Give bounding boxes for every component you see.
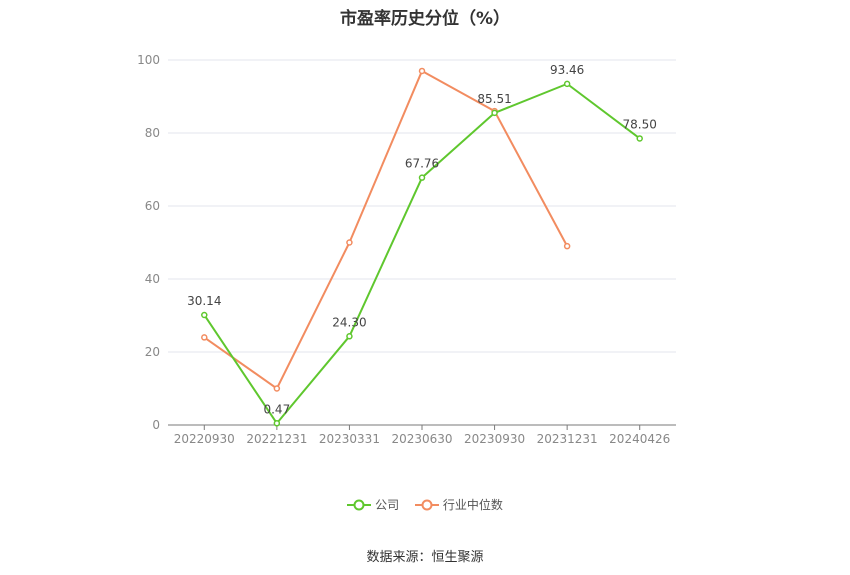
series-group bbox=[201, 67, 643, 427]
data-source-note: 数据来源：恒生聚源 bbox=[366, 550, 484, 565]
y-axis: 0 20 40 60 80 100 bbox=[137, 53, 160, 432]
series-line-company bbox=[203, 82, 641, 425]
data-label: 24.30 bbox=[332, 315, 366, 329]
legend-item-company[interactable]: 公司 bbox=[347, 496, 399, 513]
legend-line-circle-icon bbox=[414, 499, 439, 510]
x-tick-label: 20230930 bbox=[464, 432, 525, 446]
legend: 公司 行业中位数 bbox=[0, 496, 850, 514]
y-tick-label: 100 bbox=[137, 53, 160, 67]
data-labels: 30.14 0.47 24.30 67.76 85.51 93.46 78.50 bbox=[187, 63, 657, 416]
data-point-industry-median bbox=[346, 239, 353, 246]
x-tick-label: 20230630 bbox=[391, 432, 452, 446]
data-label: 93.46 bbox=[550, 63, 584, 77]
legend-label-company: 公司 bbox=[375, 498, 400, 512]
data-point-company bbox=[491, 109, 498, 117]
x-tick-label: 20240426 bbox=[609, 432, 670, 446]
data-point-industry-median bbox=[201, 334, 208, 341]
data-label: 0.47 bbox=[263, 402, 290, 416]
data-point-company bbox=[346, 333, 353, 340]
data-point-industry-median bbox=[418, 67, 426, 75]
y-tick-label: 80 bbox=[145, 126, 160, 140]
data-point-company bbox=[201, 311, 208, 319]
chart-title: 市盈率历史分位（%） bbox=[339, 9, 511, 29]
legend-swatch-circle bbox=[421, 499, 433, 510]
legend-line-circle-icon bbox=[347, 499, 372, 510]
legend-label-industry-median: 行业中位数 bbox=[442, 498, 503, 512]
data-point-company bbox=[563, 80, 571, 88]
y-tick-label: 40 bbox=[145, 272, 160, 286]
data-point-industry-median bbox=[273, 385, 281, 392]
data-label: 78.50 bbox=[623, 117, 657, 131]
x-tick-label: 20220930 bbox=[174, 432, 235, 446]
x-tick-label: 20230331 bbox=[319, 432, 380, 446]
y-tick-label: 0 bbox=[152, 418, 160, 432]
grid-lines bbox=[168, 59, 676, 353]
x-tick-label: 20221231 bbox=[246, 432, 307, 446]
series-line-industry-median bbox=[203, 69, 569, 390]
data-label: 67.76 bbox=[405, 157, 439, 171]
y-tick-label: 60 bbox=[145, 199, 160, 213]
legend-swatch-circle bbox=[353, 499, 365, 510]
data-point-company bbox=[418, 174, 426, 181]
data-point-industry-median bbox=[563, 242, 571, 250]
x-axis: 20220930 20221231 20230331 20230630 20230930… bbox=[168, 424, 676, 446]
legend-item-industry-median[interactable]: 行业中位数 bbox=[414, 496, 503, 513]
data-point-company bbox=[273, 420, 281, 427]
data-point-company bbox=[636, 135, 643, 142]
y-tick-label: 20 bbox=[145, 345, 160, 359]
x-tick-label: 20231231 bbox=[537, 432, 598, 446]
data-label: 30.14 bbox=[187, 294, 221, 308]
data-label: 85.51 bbox=[477, 92, 511, 106]
